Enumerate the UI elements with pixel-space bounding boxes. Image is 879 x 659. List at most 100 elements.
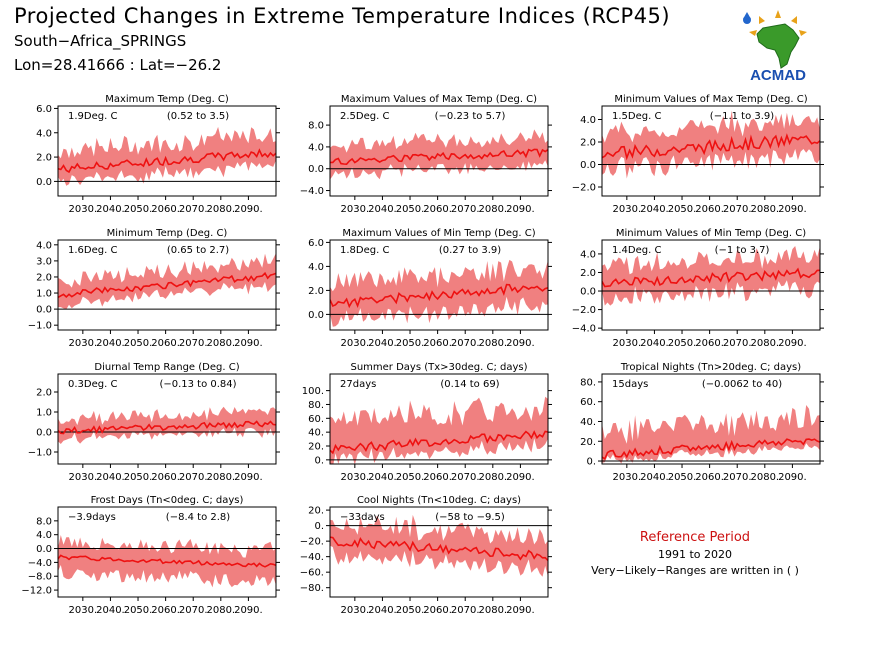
y-tick-label: 8.0 [36,516,52,527]
likely-range-label: (−0.13 to 0.84) [159,379,236,390]
y-tick-label: 60. [580,397,596,408]
chart-panel: −4.00.04.08.02030.2040.2050.2060.2070.20… [300,94,552,215]
x-tick-label: 2050. [396,472,425,483]
x-tick-label: 2040. [368,472,397,483]
x-tick-label: 2080. [478,204,507,215]
x-tick-label: 2060. [423,605,452,616]
y-tick-label: −4.0 [572,324,596,335]
x-tick-label: 2070. [451,338,480,349]
x-tick-label: 2090. [234,605,263,616]
chart-title: Summer Days (Tx>30deg. C; days) [350,362,527,373]
ensemble-mean-line [330,148,548,166]
plot-frame [57,506,277,598]
plot-frame [329,506,549,598]
very-likely-range-band [602,405,820,464]
likely-range-label: (0.14 to 69) [440,379,499,390]
x-tick-label: 2030. [341,204,370,215]
chart-title: Tropical Nights (Tn>20deg. C; days) [620,362,801,373]
x-tick-label: 2070. [723,204,752,215]
x-tick-label: 2070. [723,338,752,349]
x-tick-label: 2060. [423,338,452,349]
chart-title: Minimum Values of Max Temp (Deg. C) [614,94,807,105]
very-likely-range-band [58,535,276,588]
plot-frame [329,105,549,197]
plot-frame [57,239,277,331]
change-value-label: 1.4Deg. C [612,245,661,256]
very-likely-range-band [330,514,548,577]
y-tick-label: 0. [314,521,324,532]
y-tick-label: 0. [586,457,596,468]
y-tick-label: −8.0 [28,572,52,583]
x-tick-label: 2070. [179,204,208,215]
x-tick-label: 2060. [151,338,180,349]
x-tick-label: 2040. [96,204,125,215]
plot-frame [329,239,549,331]
x-tick-label: 2090. [506,338,535,349]
x-tick-label: 2030. [341,605,370,616]
x-tick-label: 2040. [96,472,125,483]
x-tick-label: 2060. [695,204,724,215]
x-tick-label: 2090. [778,204,807,215]
x-tick-label: 2090. [506,605,535,616]
x-tick-label: 2050. [668,338,697,349]
chart-panel: −1.00.01.02.02030.2040.2050.2060.2070.20… [28,362,280,483]
location-coordinates: Lon=28.41666 : Lat=−26.2 [14,56,222,74]
y-tick-label: 80. [580,377,596,388]
change-value-label: 1.5Deg. C [612,111,661,122]
y-tick-label: 40. [308,428,324,439]
reference-period-years: 1991 to 2020 [657,548,733,561]
x-tick-label: 2090. [778,472,807,483]
y-tick-label: 1.0 [36,289,52,300]
y-tick-label: −2.0 [572,183,596,194]
chart-title: Cool Nights (Tn<10deg. C; days) [357,495,521,506]
plot-frame [57,373,277,465]
chart-panel: −4.0 −2.0 0.0 2.0 4.0 2030.2040.2050.2060.207… [572,228,824,349]
y-tick-label: 2.0 [580,268,596,279]
x-tick-label: 2070. [179,472,208,483]
y-tick-label: 4.0 [308,262,324,273]
very-likely-range-band [330,259,548,327]
y-tick-label: 2.0 [36,388,52,399]
x-tick-label: 2090. [506,204,535,215]
ensemble-mean-line [602,267,820,288]
y-tick-label: 20. [308,506,324,517]
logo-rays [749,10,807,36]
likely-range-label: (0.65 to 2.7) [167,245,229,256]
x-tick-label: 2050. [668,204,697,215]
ensemble-mean-line [330,283,548,309]
ensemble-mean-line [330,536,548,562]
chart-panel: −2.00.02.04.02030.2040.2050.2060.2070.20… [572,94,824,215]
x-tick-label: 2040. [368,605,397,616]
y-tick-label: 2.0 [36,153,52,164]
x-tick-label: 2060. [423,204,452,215]
chart-panel: 0.0 2.0 4.0 6.0 2030.2040.2050.2060.2070.208… [308,228,552,349]
x-tick-label: 2060. [695,472,724,483]
very-likely-range-band [58,126,276,186]
y-tick-label: 40. [580,417,596,428]
x-tick-label: 2080. [750,472,779,483]
x-tick-label: 2050. [124,605,153,616]
x-tick-label: 2050. [124,204,153,215]
y-tick-label: −2.0 [572,305,596,316]
y-tick-label: 80. [308,400,324,411]
x-tick-label: 2030. [69,338,98,349]
likely-range-label: (−1 to 3.7) [715,245,770,256]
y-tick-label: 4.0 [308,142,324,153]
x-tick-label: 2080. [750,338,779,349]
y-tick-label: −20. [300,537,324,548]
y-tick-label: 2.0 [308,286,324,297]
chart-title: Frost Days (Tn<0deg. C; days) [91,495,244,506]
y-tick-label: −40. [300,552,324,563]
x-tick-label: 2040. [640,338,669,349]
x-tick-label: 2060. [423,472,452,483]
x-tick-label: 2040. [640,204,669,215]
chart-panel: 0.0 2.0 4.0 6.0 2030.2040.2050.2060.2070.208… [36,94,280,215]
x-tick-label: 2070. [179,338,208,349]
y-tick-label: −1.0 [28,321,52,332]
change-value-label: −3.9days [68,512,116,523]
chart-panel: 0.20.40.60.80.2030.2040.2050.2060.2070.2… [580,362,824,483]
y-tick-label: −80. [300,583,324,594]
y-tick-label: 20. [580,437,596,448]
x-tick-label: 2090. [234,472,263,483]
logo-text: ACMAD [750,67,806,84]
